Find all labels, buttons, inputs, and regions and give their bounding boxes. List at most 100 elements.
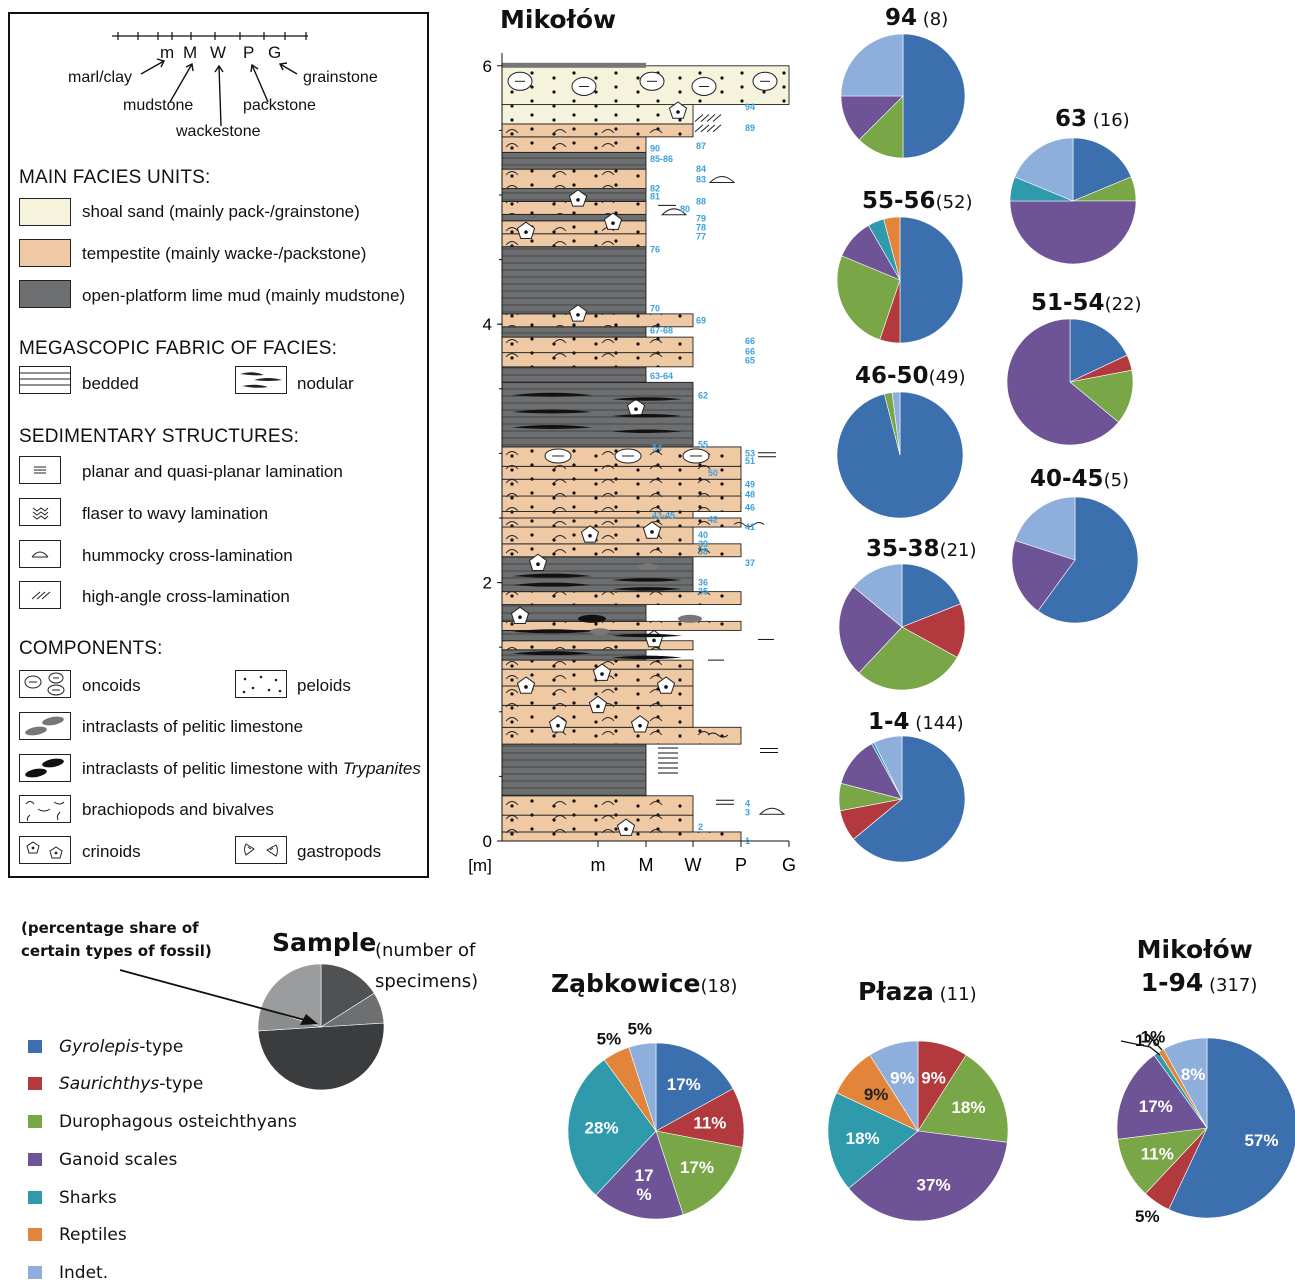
sample-number-41: 3 — [745, 808, 750, 818]
pie-9-slice-indet — [869, 1040, 919, 1133]
pie-chart-10: 57% 5% 11% 17% 1%1% 8% — [1116, 1028, 1295, 1226]
sample-number-40: 4 — [745, 799, 750, 809]
pie-2-slice-saurichthys — [879, 279, 901, 344]
pie-51-54-title: 51-54(22) — [1031, 290, 1142, 316]
sample-number-5: 84 — [696, 164, 706, 174]
pie-0-slice-durophagous — [858, 95, 904, 159]
y-tick-label-0: 0 — [483, 832, 492, 851]
sample-number-20: 65 — [745, 355, 755, 365]
pie-10-slice-durophagous — [1117, 1127, 1208, 1195]
sample-number-1: 89 — [745, 123, 755, 133]
sample-pie-slice — [320, 963, 375, 1028]
pie-5-slice-ganoid — [1011, 540, 1076, 612]
hummocky-lamination-icon — [19, 540, 61, 568]
wavy-lamination-icon — [19, 498, 61, 526]
pie-10-slice-reptiles — [1158, 1048, 1208, 1129]
pie-8-slice-ganoid — [595, 1130, 684, 1220]
sample-number-38: 36 — [698, 578, 708, 588]
hummock-marker-1 — [660, 208, 688, 216]
pie-chart-8: 17% 11% 17% 17 % 28% 5% 5% — [567, 1019, 745, 1220]
mikolow-leader-lines — [1120, 1033, 1163, 1056]
sample-key-pie — [119, 963, 385, 1091]
lime-mud-label: open-platform lime mud (mainly mudstone) — [82, 286, 406, 305]
pie-1-slice-indet — [1014, 137, 1074, 202]
pie-1-slice-durophagous — [1072, 176, 1137, 202]
pie-40-45-title: 40-45(5) — [1030, 466, 1130, 492]
sample-count-label: (number of specimens) — [375, 940, 479, 992]
gastropods-icon — [235, 836, 287, 864]
pie-10-label-4: 1% — [1135, 1031, 1160, 1050]
legend-swatch-ganoid — [28, 1153, 42, 1166]
pie-8-slice-durophagous — [655, 1130, 743, 1216]
sample-number-0: 94 — [745, 102, 755, 112]
crinoid-1 — [568, 189, 588, 207]
pie-10-label-3: 17% — [1139, 1097, 1173, 1116]
lime-mud-swatch — [19, 280, 71, 308]
column-bed-lines-11 — [502, 630, 646, 641]
legend-indet: Indet. — [28, 1263, 108, 1283]
column-bed-shells-12 — [502, 621, 741, 631]
bedded-label: bedded — [82, 374, 139, 393]
x-tick-label-2: W — [685, 855, 702, 875]
shoal-sand-swatch — [19, 198, 71, 226]
hummocky-lamination-label: hummocky cross-lamination — [82, 546, 293, 565]
pie-5-slice-gyrolepis — [1037, 496, 1139, 624]
pie-8-label-2: 17% — [680, 1158, 714, 1177]
legend-swatch-sharks — [28, 1191, 42, 1204]
legend-swatch-saurichthys — [28, 1077, 42, 1090]
column-bed-shells-16 — [502, 543, 741, 557]
pie-9-slice-saurichthys — [917, 1040, 967, 1133]
column-bed-shells-6 — [502, 685, 693, 706]
sample-number-39: 35 — [698, 587, 708, 597]
pie-chart-4 — [836, 391, 964, 519]
nodular-lens-6 — [512, 651, 682, 660]
sample-number-4: 85-86 — [650, 154, 673, 164]
pie-3-slice-saurichthys — [1069, 354, 1133, 383]
gastropods-label: gastropods — [297, 842, 382, 861]
y-tick-label-4: 4 — [483, 315, 492, 334]
pie-9-label-1: 9% — [921, 1068, 946, 1087]
sample-number-17: 67-68 — [650, 326, 673, 336]
pie-10-slice-indet — [1163, 1037, 1208, 1129]
pie-94-title: 94 (8) — [885, 5, 949, 31]
oncoids-label: oncoids — [82, 676, 141, 695]
pie-8-slice-indet — [628, 1042, 657, 1132]
column-bed-dots-40 — [502, 104, 693, 124]
pie-7-slice-ganoid — [840, 743, 903, 800]
pie-6-slice-gyrolepis — [901, 563, 961, 628]
cross-lam-1-3 — [712, 124, 722, 133]
column-bed-shells-19 — [502, 511, 693, 518]
sample-number-18: 66 — [745, 336, 755, 346]
pie-chart-5 — [1011, 496, 1139, 624]
pie-8-slice-gyrolepis — [655, 1042, 734, 1132]
column-bed-shells-2 — [502, 795, 693, 816]
legend-ganoid: Ganoid scales — [28, 1150, 177, 1170]
pie-8-slice-saurichthys — [655, 1088, 745, 1148]
column-bed-shells-39 — [502, 123, 693, 137]
column-bed-lines-28 — [502, 326, 646, 338]
intraclast-trypanites — [578, 614, 606, 623]
pie-4-slice-gyrolepis — [836, 391, 964, 519]
crinoids-label: crinoids — [82, 842, 141, 861]
pie-chart-7 — [838, 735, 966, 863]
legend-swatch-indet — [28, 1266, 42, 1279]
annotation-arrowhead — [300, 1014, 318, 1025]
column-bed-shells-29 — [502, 313, 693, 327]
pie-63-title: 63 (16) — [1055, 106, 1130, 132]
pie-chart-1 — [1009, 137, 1137, 265]
sample-number-29: 48 — [745, 490, 755, 500]
crinoid-8 — [642, 521, 662, 539]
column-bed-shells-14 — [502, 591, 741, 605]
crinoid-7 — [580, 525, 600, 543]
tempestite-label: tempestite (mainly wacke-/packstone) — [82, 244, 367, 263]
crinoids-icon — [19, 836, 71, 864]
pie-3-slice-ganoid — [1006, 318, 1119, 446]
texture-scale-diagram — [112, 32, 308, 127]
pie-10-slice-gyrolepis — [1168, 1037, 1295, 1219]
pie-6-slice-durophagous — [858, 626, 958, 691]
sample-annotation: (percentage share of certain types of fo… — [21, 919, 212, 960]
high-angle-lamination-label: high-angle cross-lamination — [82, 587, 290, 606]
sample-number-21: 63-64 — [650, 371, 673, 381]
peloids-label: peloids — [297, 676, 351, 695]
column-bed-shells-0 — [502, 831, 741, 841]
